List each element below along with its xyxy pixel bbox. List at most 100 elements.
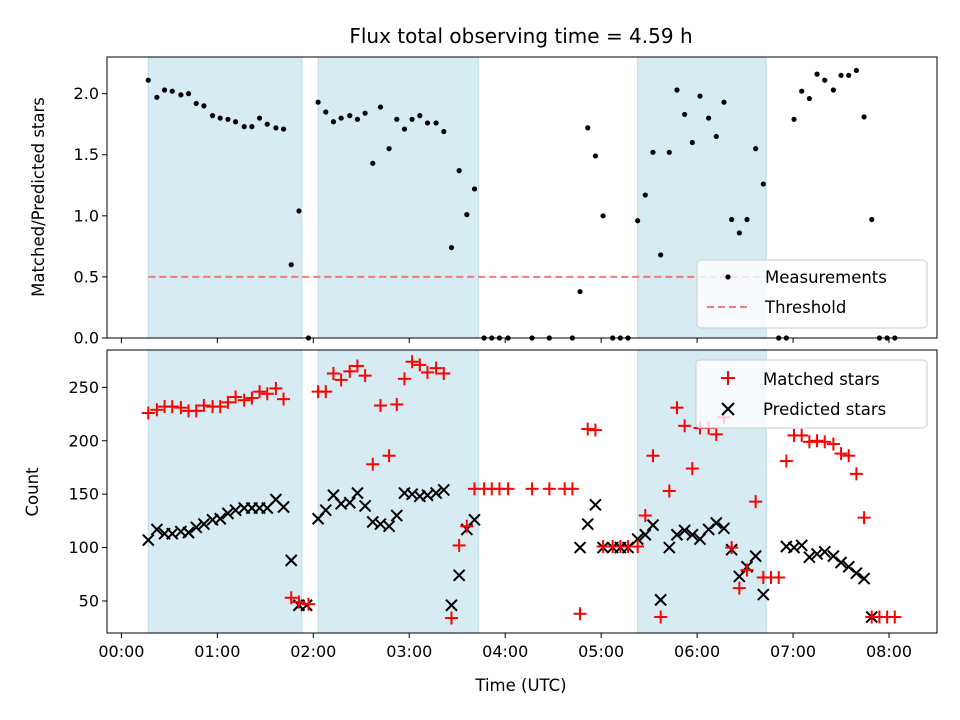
matched-star-point: [588, 423, 602, 437]
bottom-shaded-span-1: [147, 349, 303, 634]
matched-star-point: [638, 509, 652, 523]
measurement-point: [806, 95, 812, 102]
bottom-y-tick-label: 150: [68, 485, 99, 504]
measurement-point: [814, 71, 820, 77]
predicted-star-point: [429, 486, 443, 500]
predicted-star-point: [382, 520, 396, 533]
measurement-point: [433, 120, 439, 126]
matched-star-point: [888, 610, 902, 624]
predicted-star-point: [405, 487, 419, 501]
matched-star-point: [343, 364, 357, 378]
matched-star-point: [670, 401, 684, 415]
matched-star-point: [725, 541, 739, 555]
measurement-point: [658, 252, 664, 258]
measurement-point: [791, 116, 797, 122]
bottom-legend: Matched stars Predicted stars: [695, 359, 928, 429]
measurement-point: [689, 139, 695, 146]
matched-star-point: [197, 399, 211, 413]
measurement-point: [145, 77, 151, 83]
predicted-stars-legend-label: Predicted stars: [763, 400, 886, 419]
measurement-point: [729, 216, 735, 223]
predicted-star-point: [445, 599, 458, 612]
bottom-y-axis-ticks: 50 100 150 200 250: [68, 378, 107, 610]
x-tick-label: 02:00: [290, 642, 336, 661]
matched-star-point: [350, 359, 364, 373]
measurement-point: [753, 146, 759, 152]
measurement-point: [464, 212, 470, 218]
top-y-tick-label: 2.0: [74, 84, 99, 103]
matched-star-point: [390, 397, 404, 411]
matched-star-point: [654, 610, 668, 624]
measurement-point: [386, 146, 392, 152]
matched-stars-legend-label: Matched stars: [763, 370, 880, 389]
measurement-point: [193, 100, 199, 107]
bottom-y-tick-label: 200: [68, 431, 99, 450]
predicted-star-point: [190, 521, 203, 534]
matched-star-point: [772, 570, 786, 584]
predicted-star-point: [663, 541, 676, 554]
measurement-point: [362, 110, 368, 116]
bottom-panel: 50 100 150 200 250 00:00 01:00 02:00 03:00 04:00…: [23, 349, 938, 695]
top-shaded-span-1: [147, 56, 303, 339]
top-y-tick-label: 1.5: [74, 145, 99, 164]
top-y-tick-label: 0.5: [74, 267, 99, 286]
measurement-point: [682, 111, 688, 118]
matched-star-point: [326, 366, 340, 380]
predicted-star-point: [390, 509, 403, 522]
top-y-axis-ticks: 0.0 0.5 1.0 1.5 2.0: [74, 84, 107, 348]
matched-star-point: [709, 427, 723, 441]
matched-star-point: [802, 435, 816, 449]
count-points: [141, 355, 902, 625]
matched-star-point: [269, 381, 283, 395]
threshold-legend-label: Threshold: [764, 298, 846, 317]
matched-star-point: [685, 462, 699, 476]
measurement-point: [249, 124, 255, 130]
matched-star-point: [542, 482, 556, 496]
matched-star-point: [245, 391, 259, 405]
matched-star-point: [818, 435, 832, 449]
measurement-point: [744, 216, 750, 223]
predicted-star-point: [678, 524, 691, 537]
x-tick-label: 07:00: [770, 642, 816, 661]
matched-star-point: [373, 399, 387, 413]
predicted-star-point: [182, 526, 195, 539]
measurement-point: [853, 67, 859, 74]
predicted-star-point: [468, 513, 481, 527]
measurement-point: [838, 72, 844, 78]
measurement-point: [471, 186, 478, 192]
top-y-axis-label: Matched/Predicted stars: [29, 97, 48, 297]
measurement-point: [394, 116, 400, 122]
predicted-star-point: [631, 532, 644, 546]
measurement-point: [209, 113, 216, 119]
measurement-point: [448, 244, 455, 251]
matched-star-point: [795, 428, 809, 442]
measurements-legend-label: Measurements: [765, 268, 887, 287]
matched-star-point: [174, 401, 188, 415]
matched-star-point: [382, 449, 396, 463]
predicted-star-point: [366, 515, 379, 529]
predicted-star-point: [686, 528, 699, 541]
matched-star-point: [397, 372, 411, 386]
measurement-point: [721, 99, 727, 105]
measurement-point: [424, 120, 431, 126]
matched-star-point: [260, 387, 274, 401]
measurement-point: [225, 116, 231, 122]
matched-star-point: [334, 373, 348, 387]
matched-star-point: [429, 361, 443, 375]
bottom-y-tick-label: 50: [79, 591, 99, 610]
matched-star-point: [141, 406, 155, 420]
measurement-point: [217, 115, 223, 121]
measurement-point: [201, 103, 207, 109]
matched-star-point: [631, 539, 645, 553]
matched-star-point: [732, 581, 746, 595]
measurement-point: [736, 230, 742, 236]
matched-star-point: [420, 365, 434, 379]
x-tick-label: 08:00: [866, 642, 912, 661]
top-shaded-spans: [147, 56, 767, 339]
measurement-point: [370, 160, 376, 166]
predicted-star-point: [654, 593, 667, 607]
measurement-point: [330, 119, 337, 125]
bottom-axes-frame: [106, 349, 938, 634]
matched-star-point: [189, 404, 203, 418]
matched-star-point: [150, 403, 164, 417]
